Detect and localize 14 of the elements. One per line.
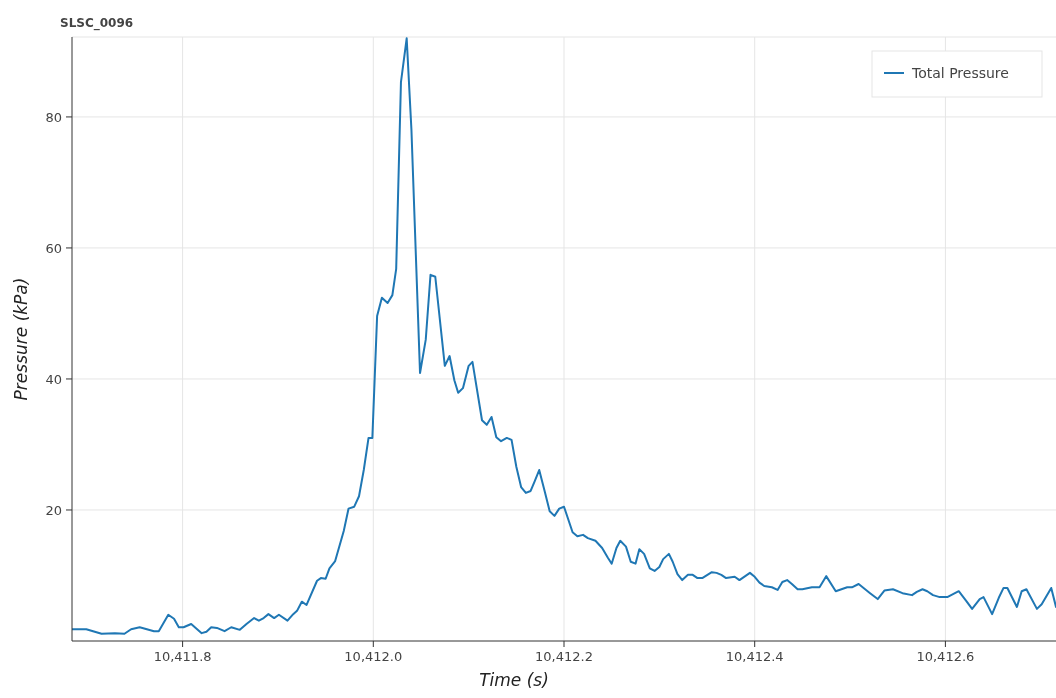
y-tick-label: 40 [45,371,62,387]
x-tick-label: 10,412.4 [725,649,784,664]
y-tick-label: 60 [45,240,62,256]
x-tick-label: 10,412.0 [344,649,403,664]
x-axis-title: Time (s) [479,670,549,690]
x-tick-label: 10,411.8 [153,649,212,664]
x-tick-label: 10,412.2 [535,649,593,664]
x-tick-label: 10,412.6 [916,649,975,664]
y-tick-label: 20 [45,502,62,518]
chart-title: SLSC_0096 [60,16,134,31]
y-axis-title: Pressure (kPa) [11,277,31,401]
y-tick-label: 80 [45,109,62,125]
line-series [72,37,1056,635]
legend-label: Total Pressure [911,65,1009,81]
